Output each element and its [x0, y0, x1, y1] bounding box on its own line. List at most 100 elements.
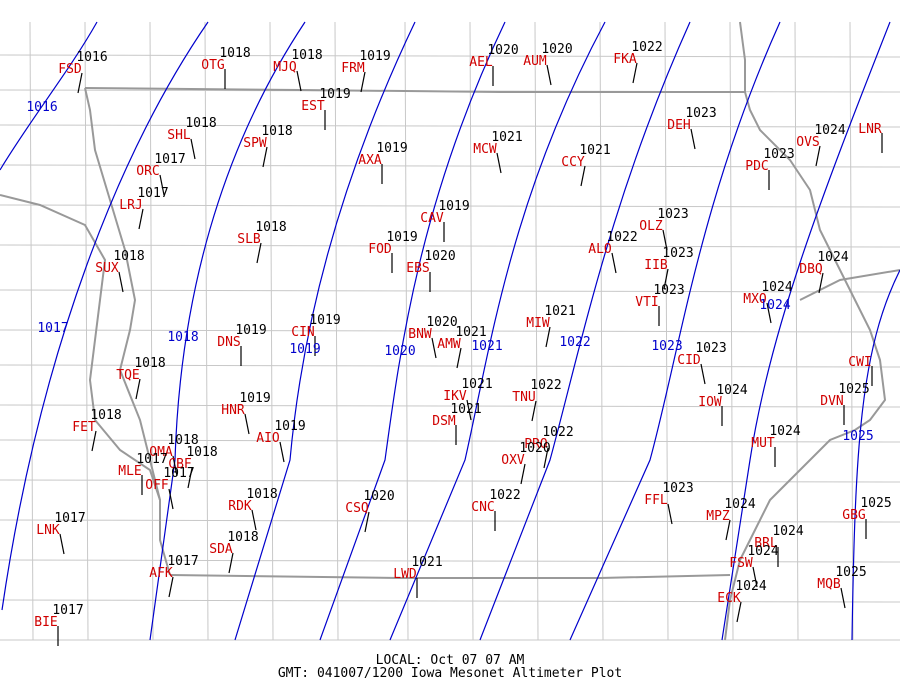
wind-barb: [431, 337, 437, 359]
station-value: 1020: [519, 441, 550, 456]
station-id: EBS: [406, 261, 429, 276]
station-value: 1018: [134, 356, 165, 371]
station-id: AMW: [437, 337, 461, 352]
wind-barb: [118, 271, 124, 293]
station-value: 1018: [246, 487, 277, 502]
county-line: [0, 364, 900, 368]
station-value: 1023: [657, 207, 688, 222]
wind-barb: [818, 272, 824, 294]
wind-barb: [262, 146, 268, 168]
station-value: 1024: [817, 250, 848, 265]
station-value: 1018: [167, 433, 198, 448]
station-value: 1020: [426, 315, 457, 330]
isobar: [234, 21, 416, 641]
county-line: [0, 124, 900, 128]
station-id: CCY: [561, 155, 585, 170]
station-id: TQE: [116, 368, 139, 383]
isobar-label: 1020: [384, 344, 415, 359]
isobar: [389, 21, 606, 641]
station-value: 1018: [90, 408, 121, 423]
isobar: [851, 269, 900, 641]
county-line: [29, 21, 34, 641]
station-value: 1019: [359, 49, 390, 64]
wind-barb: [700, 363, 706, 385]
county-line: [0, 329, 900, 333]
station-value: 1019: [438, 199, 469, 214]
wind-barb: [496, 152, 502, 174]
station-value: 1017: [167, 554, 198, 569]
station-value: 1018: [219, 46, 250, 61]
station-value: 1019: [235, 323, 266, 338]
state-border: [799, 269, 900, 301]
isobar-label: 1018: [167, 330, 198, 345]
wind-barb: [256, 242, 262, 264]
isobar-label: 1017: [37, 321, 68, 336]
wind-barb: [531, 400, 537, 422]
wind-barb: [159, 174, 165, 196]
station-id: OXV: [501, 453, 525, 468]
station-id: MUT: [751, 436, 775, 451]
station-id: EST: [301, 99, 325, 114]
station-id: BIE: [34, 615, 57, 630]
isobar-label: 1016: [26, 100, 57, 115]
station-value: 1019: [376, 141, 407, 156]
station-value: 1024: [814, 123, 845, 138]
county-grid: [0, 21, 900, 641]
station-id: ALO: [588, 242, 612, 257]
station-value: 1023: [662, 481, 693, 496]
county-line: [84, 21, 89, 641]
station-value: 1017: [154, 152, 185, 167]
station-id: AXA: [358, 153, 382, 168]
station-id: LNR: [858, 122, 882, 137]
wind-barb: [752, 566, 758, 588]
station-value: 1020: [541, 42, 572, 57]
station-value: 1019: [319, 87, 350, 102]
station-id: CSQ: [345, 501, 369, 516]
county-line: [469, 21, 474, 641]
station-value: 1022: [489, 488, 520, 503]
station-id: CWI: [848, 355, 871, 370]
wind-barb: [251, 509, 257, 531]
county-line: [664, 21, 669, 641]
station-id: CNC: [471, 500, 494, 515]
isobar: [319, 21, 506, 641]
station-value: 1021: [450, 402, 481, 417]
county-line: [0, 479, 900, 483]
station-value: 1021: [544, 304, 575, 319]
county-line: [0, 599, 900, 603]
station-id: BRL: [754, 536, 778, 551]
station-value: 1023: [763, 147, 794, 162]
state-border: [169, 574, 731, 579]
county-line: [794, 21, 799, 641]
station-value: 1018: [227, 530, 258, 545]
station-value: 1018: [291, 48, 322, 63]
station-id: CIN: [291, 325, 314, 340]
state-border: [84, 87, 887, 641]
state-border: [739, 21, 746, 92]
station-id: AFK: [149, 566, 173, 581]
wind-barb: [766, 302, 772, 324]
station-id: BNW: [408, 327, 432, 342]
wind-barb: [456, 347, 462, 369]
isobar-label: 1024: [759, 298, 790, 313]
station-value: 1019: [309, 313, 340, 328]
isobar-label: 1022: [559, 335, 590, 350]
station-value: 1024: [761, 280, 792, 295]
station-value: 1018: [185, 116, 216, 131]
county-line: [0, 164, 900, 168]
isobar: [479, 21, 691, 641]
station-id: LNK: [36, 523, 60, 538]
wind-barb: [611, 252, 617, 274]
county-line: [0, 519, 900, 523]
wind-barb: [296, 70, 302, 92]
isobar: [1, 21, 209, 611]
station-id: AIO: [256, 431, 280, 446]
station-id: OFF: [145, 478, 169, 493]
station-id: OLZ: [639, 219, 663, 234]
station-value: 1024: [772, 524, 803, 539]
wind-barb: [360, 71, 366, 93]
station-id: OVS: [796, 135, 819, 150]
station-id: CID: [677, 353, 701, 368]
station-id: IKV: [443, 389, 467, 404]
